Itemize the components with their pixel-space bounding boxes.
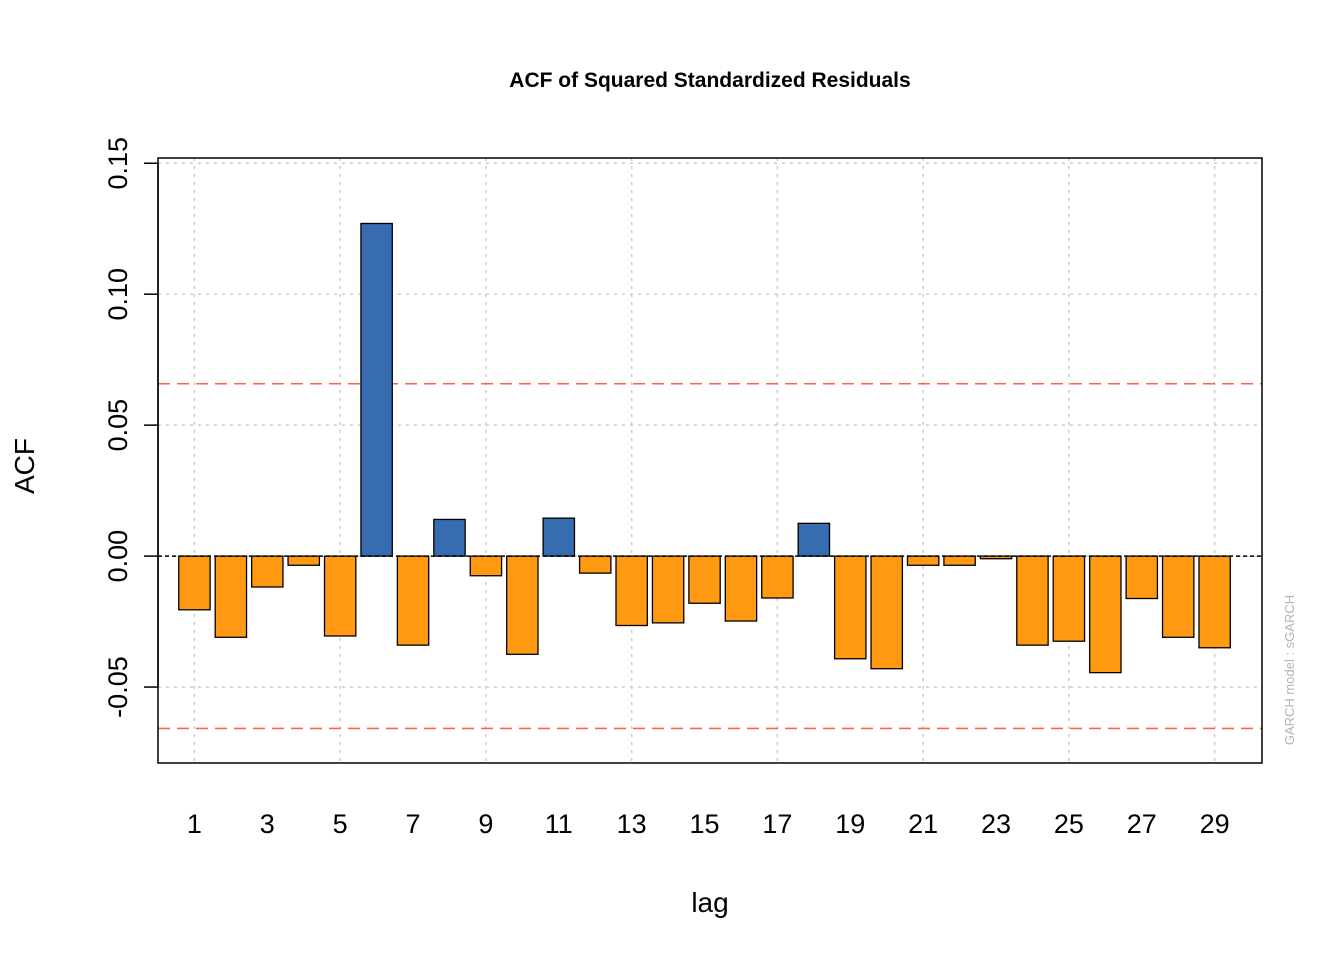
y-tick-label-3: 0.10 [103,268,133,321]
bar-lag-5 [323,555,357,637]
bar-lag-20 [870,555,904,670]
x-tick-label-27: 27 [1127,809,1157,839]
model-note: GARCH model : sGARCH [1282,595,1297,745]
bar-lag-27 [1125,555,1159,600]
bar-lag-22 [943,555,976,566]
x-axis: 1 3 5 7 9 11 13 15 17 19 21 23 25 27 29 [187,809,1230,839]
bar-lag-18 [797,522,831,557]
bar-lag-11 [542,517,576,557]
y-axis-label: ACF [9,438,40,494]
x-tick-label-21: 21 [908,809,938,839]
bar-lag-17 [761,555,794,599]
x-tick-label-13: 13 [617,809,647,839]
bar-lag-7 [396,555,430,646]
bar-lag-15 [688,555,721,604]
x-tick-label-15: 15 [690,809,720,839]
bar-lag-24 [1016,555,1049,646]
y-tick-label-2: 0.05 [103,399,133,452]
y-tick-label-4: 0.15 [103,137,133,190]
x-tick-label-11: 11 [545,809,573,839]
bar-lag-2 [214,555,248,638]
bar-lag-29 [1198,555,1231,649]
x-tick-label-19: 19 [835,809,865,839]
x-tick-label-17: 17 [762,809,792,839]
bar-lag-12 [578,555,612,574]
bar-lag-19 [833,555,867,660]
bar-lag-1 [178,555,211,611]
bar-lag-21 [906,555,940,566]
y-tick-label-1: 0.00 [103,530,133,583]
x-tick-label-9: 9 [478,809,493,839]
x-tick-label-23: 23 [981,809,1011,839]
x-tick-label-1: 1 [187,809,202,839]
x-tick-label-3: 3 [260,809,275,839]
bar-lag-4 [287,555,321,566]
x-tick-label-29: 29 [1200,809,1230,839]
y-axis: -0.05 0.00 0.05 0.10 0.15 [103,137,159,718]
chart-title: ACF of Squared Standardized Residuals [509,69,910,92]
bar-lag-6 [360,222,393,557]
bar-lag-9 [469,555,503,577]
bar-lag-10 [506,555,539,655]
bar-lag-3 [250,555,284,588]
x-tick-label-7: 7 [406,809,421,839]
y-tick-label-0: -0.05 [103,656,133,718]
x-tick-label-25: 25 [1054,809,1084,839]
bar-lag-8 [433,518,466,557]
bar-lag-13 [615,555,648,627]
x-axis-label: lag [691,887,728,918]
x-tick-label-5: 5 [333,809,348,839]
bar-lag-14 [651,555,685,624]
bars [178,222,1231,674]
bar-lag-25 [1052,555,1086,642]
bar-lag-26 [1089,555,1122,674]
bar-lag-23 [979,555,1013,560]
bar-lag-28 [1161,555,1195,638]
confidence-bounds [158,382,1262,730]
bar-lag-16 [724,555,758,622]
